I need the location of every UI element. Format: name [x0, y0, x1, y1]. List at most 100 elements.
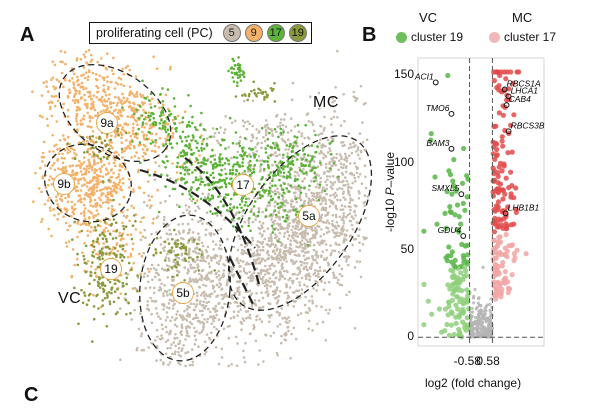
umap-cell [238, 265, 242, 268]
umap-cell [172, 249, 176, 253]
umap-cell [164, 325, 168, 329]
umap-cell [338, 186, 341, 190]
umap-cell [191, 231, 195, 234]
umap-cell [158, 137, 162, 140]
umap-cell [296, 235, 300, 238]
umap-cell [269, 195, 273, 198]
umap-cell [271, 220, 275, 224]
volcano-point [460, 200, 466, 206]
umap-cell [297, 174, 300, 177]
umap-cell [106, 196, 110, 200]
umap-cell [175, 165, 179, 168]
umap-cell [246, 204, 250, 208]
umap-cell [348, 201, 352, 204]
umap-cell [240, 200, 244, 203]
umap-cell [196, 141, 199, 145]
umap-cell [226, 193, 230, 196]
umap-cell [168, 142, 172, 146]
umap-cell [352, 141, 355, 145]
umap-cell [311, 123, 315, 127]
umap-cell [288, 210, 292, 213]
umap-cell [213, 256, 217, 260]
umap-cell [232, 310, 236, 314]
umap-cell [287, 224, 291, 228]
umap-cell [86, 135, 89, 139]
umap-cell [197, 345, 200, 349]
volcano-point [471, 310, 475, 314]
volcano-point [442, 328, 448, 334]
umap-cell [293, 174, 297, 178]
volcano-point [506, 185, 512, 191]
umap-cell [276, 310, 279, 314]
umap-cell [175, 142, 179, 145]
umap-cell [188, 193, 192, 196]
umap-cell [335, 194, 339, 197]
umap-cell [101, 254, 104, 257]
umap-cell [75, 112, 79, 116]
umap-cell [323, 281, 327, 285]
umap-cell [341, 144, 345, 148]
umap-cell [185, 160, 188, 163]
umap-cell [261, 279, 264, 282]
ylabel-prefix: -log10 [383, 195, 397, 233]
umap-cell [215, 271, 218, 275]
umap-cell [220, 185, 223, 189]
umap-cell [219, 194, 222, 198]
umap-cell [213, 269, 216, 272]
umap-cell [223, 138, 226, 142]
umap-cell [185, 307, 189, 311]
umap-cell [255, 249, 259, 253]
umap-cell [73, 263, 76, 267]
umap-cell [232, 67, 236, 71]
umap-cell [283, 165, 286, 168]
umap-cell [102, 78, 106, 82]
umap-cell [96, 212, 100, 216]
umap-cell [330, 199, 333, 203]
umap-cell [281, 242, 284, 246]
umap-cell [119, 131, 123, 134]
umap-cell [109, 80, 113, 84]
umap-cell [75, 153, 78, 157]
volcano-point [496, 83, 502, 89]
umap-cell [115, 186, 119, 190]
umap-cell [282, 139, 285, 143]
umap-cell [79, 223, 82, 227]
umap-cell [184, 135, 187, 139]
umap-cell [191, 115, 194, 119]
umap-cell [248, 92, 251, 96]
volcano-plot: ACI1TMO6BAM3SMXL5GDU4RBCS1ALHCA1CAB4RBCS… [414, 57, 545, 347]
umap-cell [236, 150, 240, 154]
umap-cell [310, 169, 313, 173]
umap-cell [85, 71, 88, 74]
umap-cell [360, 182, 364, 186]
umap-cell [95, 189, 99, 193]
umap-cell [90, 226, 93, 229]
umap-cell [87, 209, 90, 213]
umap-cell [114, 81, 118, 85]
umap-cell [201, 256, 205, 260]
umap-cell [227, 336, 231, 340]
umap-cell [278, 192, 281, 195]
umap-cell [145, 149, 149, 152]
umap-cell [142, 133, 146, 136]
umap-cell [296, 123, 300, 127]
umap-cell [327, 211, 330, 214]
umap-cell [40, 94, 44, 97]
umap-cell [137, 327, 141, 331]
umap-cell [102, 109, 105, 112]
umap-cell [241, 157, 245, 161]
umap-cell [290, 205, 293, 208]
umap-cell [212, 315, 216, 318]
umap-cell [31, 90, 34, 93]
umap-cell [79, 162, 83, 165]
umap-cell [92, 100, 95, 104]
umap-cell [238, 211, 241, 214]
umap-cell [185, 151, 189, 155]
umap-cell [210, 256, 213, 260]
umap-cell [240, 243, 243, 247]
umap-cell [121, 67, 124, 71]
umap-cell [70, 214, 73, 218]
umap-cell [111, 237, 115, 240]
umap-cell [329, 194, 332, 197]
umap-cell [77, 322, 80, 326]
